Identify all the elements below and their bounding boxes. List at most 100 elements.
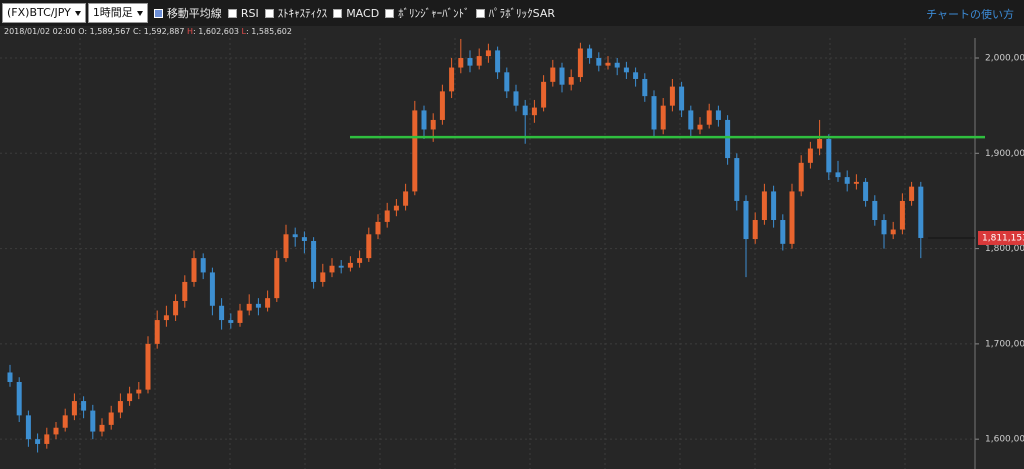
checkbox [264, 8, 274, 18]
candle-body [817, 139, 823, 149]
checkbox-label: 移動平均線 [166, 7, 222, 20]
candle-body [7, 372, 13, 382]
candle-body [384, 210, 390, 222]
candle-body [246, 303, 252, 311]
candle-body [909, 186, 915, 201]
candle-body [163, 315, 169, 321]
info-key: H [187, 27, 194, 36]
y-tick-label: 1,600,000 [985, 435, 1024, 445]
checkbox [227, 8, 237, 18]
checkbox-label: MACD [346, 6, 380, 20]
candle-body [200, 258, 206, 273]
candle-body [255, 303, 261, 308]
candle-body [504, 72, 510, 92]
candle-body [734, 158, 740, 201]
candle-body [265, 298, 271, 308]
candle-body [697, 124, 703, 130]
candle-body [752, 220, 758, 240]
indicator-checkbox[interactable]: ﾊﾟﾗﾎﾞﾘｯｸSAR [475, 5, 555, 21]
candle-body [421, 110, 427, 130]
candle-body [890, 229, 896, 235]
candle-body [863, 181, 869, 201]
candle-body [237, 310, 243, 323]
help-link[interactable]: チャートの使い方 [926, 8, 1014, 21]
candle-body [844, 177, 850, 184]
candle-body [99, 424, 105, 432]
candle-body [228, 320, 234, 323]
candle-body [127, 393, 133, 402]
candle-body [117, 401, 123, 413]
candle-body [807, 148, 813, 163]
candle-body [44, 434, 50, 444]
candle-body [899, 200, 905, 230]
ohlc-info: 2018/01/02 02:00 O: 1,589,567 C: 1,592,8… [4, 27, 292, 36]
y-tick-label: 1,900,000 [985, 149, 1024, 159]
candle-body [918, 186, 924, 238]
toolbar: (FX)BTC/JPY 1時間足 移動平均線 RSI ｽﾄｷｬｽﾃｨｸｽ MACD ﾎﾞ… [0, 0, 1024, 26]
candle-body [587, 48, 593, 59]
candle-body [605, 62, 611, 66]
y-tick-label: 1,700,000 [985, 339, 1024, 349]
candle-body [780, 220, 786, 244]
pair-select[interactable]: (FX)BTC/JPY [2, 3, 86, 23]
candle-body [761, 191, 767, 221]
candle-body [623, 67, 629, 73]
candle-body [614, 62, 620, 68]
checkbox [475, 8, 485, 18]
candle-body [715, 110, 721, 120]
candle-body [541, 81, 547, 108]
candle-body [688, 110, 694, 130]
candle-body [357, 258, 363, 263]
candle-body [108, 412, 114, 425]
candle-body [853, 181, 859, 184]
indicator-checkbox[interactable]: RSI [227, 5, 259, 21]
candle-body [81, 401, 87, 411]
checkbox-label: ﾎﾞﾘﾝｼﾞｬｰﾊﾞﾝﾄﾞ [398, 7, 470, 20]
candle-body [706, 110, 712, 125]
candle-body [826, 139, 832, 173]
candle-body [53, 427, 59, 435]
info-key: L [241, 27, 247, 36]
indicator-checkbox[interactable]: MACD [333, 5, 379, 21]
candle-body [642, 78, 648, 97]
candle-body [835, 172, 841, 178]
candle-body [136, 389, 142, 394]
candle-body [393, 205, 399, 211]
info-key: C: [132, 27, 142, 36]
candle-body [154, 320, 160, 344]
candle-body [16, 381, 22, 416]
checkbox-label: RSI [240, 6, 259, 20]
candle-body [311, 240, 317, 282]
checkbox [385, 8, 395, 18]
candle-body [292, 234, 298, 238]
candle-body [219, 305, 225, 321]
candle-body [25, 415, 31, 440]
indicator-checkbox[interactable]: 移動平均線 [153, 5, 222, 21]
indicators: 移動平均線 RSI ｽﾄｷｬｽﾃｨｸｽ MACD ﾎﾞﾘﾝｼﾞｬｰﾊﾞﾝﾄﾞ ﾊﾟﾗﾎﾞﾘ… [148, 5, 555, 21]
candle-body [798, 162, 804, 192]
candle-body [283, 234, 289, 259]
candle-body [725, 119, 731, 159]
candle-body [71, 401, 77, 416]
candle-body [881, 220, 887, 235]
y-tick-label: 1,800,000 [985, 244, 1024, 254]
candle-body [513, 91, 519, 106]
candle-body [596, 58, 602, 66]
info-key: O: [78, 27, 88, 36]
candle-body [182, 281, 188, 302]
checkbox-label: ｽﾄｷｬｽﾃｨｸｽ [277, 7, 328, 20]
candle-body [366, 234, 372, 259]
indicator-checkbox[interactable]: ｽﾄｷｬｽﾃｨｸｽ [264, 5, 328, 21]
candle-body [458, 58, 464, 68]
last-price-label: 1,811,153 [982, 233, 1024, 243]
candle-body [476, 56, 482, 66]
candle-body [403, 191, 409, 206]
candle-body [522, 105, 528, 116]
candle-body [550, 67, 556, 82]
indicator-checkbox[interactable]: ﾎﾞﾘﾝｼﾞｬｰﾊﾞﾝﾄﾞ [385, 5, 470, 21]
info-value: : 1,602,603 [193, 27, 239, 36]
candle-body [568, 77, 574, 85]
candle-body [771, 191, 777, 221]
timeframe-select[interactable]: 1時間足 [87, 3, 148, 23]
